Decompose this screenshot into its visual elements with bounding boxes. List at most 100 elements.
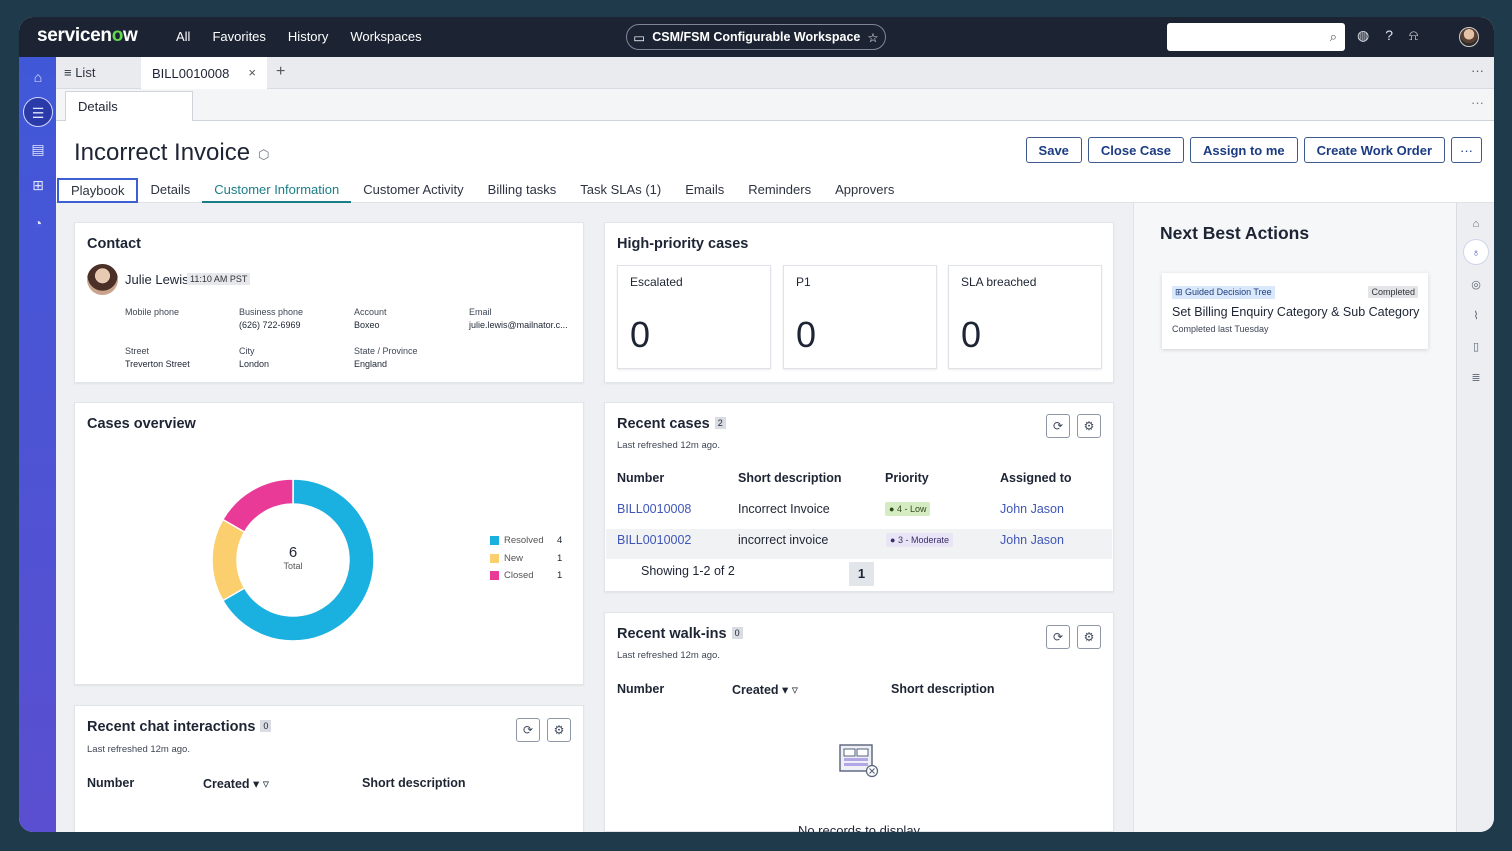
col-short-description[interactable]: Short description [362, 776, 466, 790]
field-business-phone: Business phone (626) 722-6969 [239, 307, 304, 330]
compass-icon[interactable]: ◎ [1471, 279, 1481, 291]
tab-playbook[interactable]: Playbook [57, 178, 139, 203]
search-input[interactable] [1173, 23, 1323, 49]
tree-icon[interactable]: ⊞ [32, 177, 44, 193]
tab-reminders[interactable]: Reminders [748, 182, 812, 197]
add-tab-icon[interactable]: + [276, 63, 286, 80]
col-number[interactable]: Number [617, 471, 665, 485]
settings-icon[interactable]: ⚙ [1077, 625, 1101, 649]
tag-icon[interactable]: ⬡ [258, 147, 270, 162]
case-description: incorrect invoice [738, 533, 829, 547]
close-icon[interactable]: × [248, 65, 256, 80]
donut-slice-new[interactable] [211, 518, 246, 602]
col-short-description[interactable]: Short description [738, 471, 842, 485]
case-number-link[interactable]: BILL0010008 [617, 502, 692, 516]
escalated-box[interactable]: Escalated 0 [617, 265, 771, 369]
app-window: servicenow All Favorites History Workspa… [19, 17, 1494, 832]
col-priority[interactable]: Priority [885, 471, 929, 485]
create-work-order-button[interactable]: Create Work Order [1303, 137, 1445, 163]
tab-approvers[interactable]: Approvers [835, 182, 895, 197]
empty-state-icon [839, 744, 879, 778]
tab-list[interactable]: ≡ List [64, 65, 95, 80]
tab-record[interactable]: BILL0010008 × [141, 57, 267, 89]
tab-customer-information[interactable]: Customer Information [202, 178, 352, 203]
donut-slice-resolved[interactable] [221, 478, 375, 642]
nba-card[interactable]: ⊞ Guided Decision Tree Completed Set Bil… [1162, 273, 1428, 349]
high-priority-card: High-priority cases Escalated 0 P1 0 SLA b… [604, 222, 1114, 383]
save-button[interactable]: Save [1025, 137, 1082, 163]
col-number[interactable]: Number [87, 776, 135, 790]
tab-customer-activity[interactable]: Customer Activity [363, 182, 464, 197]
servicenow-logo[interactable]: servicenow [37, 25, 138, 46]
refresh-icon[interactable]: ⟳ [1046, 414, 1070, 438]
list-icon[interactable]: ☰ [23, 97, 53, 127]
sort-desc-icon: ▾ [253, 777, 260, 791]
case-number-link[interactable]: BILL0010002 [617, 533, 692, 547]
settings-icon[interactable]: ⚙ [547, 718, 571, 742]
document-icon[interactable]: ▯ [1472, 341, 1480, 353]
globe-icon[interactable]: ◍ [1357, 27, 1370, 43]
col-created[interactable]: Created ▾ ▿ [203, 777, 270, 791]
nav-workspaces[interactable]: Workspaces [350, 29, 422, 44]
star-icon[interactable]: ☆ [867, 30, 879, 45]
help-icon[interactable]: ? [1385, 27, 1394, 43]
search-icon[interactable]: ⌕ [1329, 29, 1337, 44]
recent-chat-refreshed: Last refreshed 12m ago. [87, 744, 190, 755]
bell-icon[interactable]: ⍾ [1409, 27, 1419, 43]
nba-title: Set Billing Enquiry Category & Sub Categ… [1172, 305, 1420, 319]
legend-item-closed[interactable]: Closed 1 [490, 567, 562, 585]
col-short-description[interactable]: Short description [891, 682, 995, 696]
page-button[interactable]: 1 [849, 562, 874, 586]
settings-icon[interactable]: ⚙ [1077, 414, 1101, 438]
nav-favorites[interactable]: Favorites [212, 29, 266, 44]
refresh-icon[interactable]: ⟳ [516, 718, 540, 742]
filter-icon[interactable]: ▿ [791, 683, 799, 697]
tab-details[interactable]: Details [150, 182, 191, 197]
more-icon[interactable]: ··· [1471, 63, 1484, 78]
paperclip-icon[interactable]: ⌇ [1473, 310, 1479, 322]
top-icons: ◍ ? ⍾ [1357, 27, 1418, 44]
legend-item-resolved[interactable]: Resolved 4 [490, 532, 562, 550]
subtab-details[interactable]: Details [65, 91, 193, 122]
pagination-summary: Showing 1-2 of 2 [641, 564, 735, 578]
record-header: Incorrect Invoice ⬡ Save Close Case Assi… [56, 121, 1494, 203]
p1-value: 0 [796, 314, 817, 355]
nav-all[interactable]: All [176, 29, 191, 44]
nav-history[interactable]: History [287, 29, 329, 44]
refresh-icon[interactable]: ⟳ [1046, 625, 1070, 649]
table-row-highlight [606, 529, 1112, 559]
col-assigned-to[interactable]: Assigned to [1000, 471, 1072, 485]
more-actions-button[interactable]: ··· [1451, 137, 1482, 163]
empty-message: No records to display [797, 823, 921, 832]
lightbulb-icon[interactable]: ♁ [1463, 239, 1489, 265]
legend-swatch [490, 571, 499, 581]
tab-emails[interactable]: Emails [685, 182, 725, 197]
col-number[interactable]: Number [617, 682, 665, 696]
inbox-icon[interactable]: ▤ [31, 141, 45, 157]
assign-to-me-button[interactable]: Assign to me [1190, 137, 1298, 163]
sla-breached-box[interactable]: SLA breached 0 [948, 265, 1102, 369]
assigned-to-link[interactable]: John Jason [1000, 533, 1064, 547]
col-created[interactable]: Created ▾ ▿ [732, 683, 799, 697]
tab-billing-tasks[interactable]: Billing tasks [487, 182, 557, 197]
legend-item-new[interactable]: New 1 [490, 550, 562, 568]
list-icon[interactable]: ≣ [1471, 372, 1481, 384]
dashboard-icon[interactable]: ◔ [33, 215, 43, 231]
home-icon[interactable]: ⌂ [33, 69, 43, 85]
graduation-icon[interactable]: ⌂ [1472, 218, 1480, 230]
close-case-button[interactable]: Close Case [1087, 137, 1185, 163]
top-bar: servicenow All Favorites History Workspa… [19, 17, 1494, 57]
high-priority-heading: High-priority cases [617, 236, 749, 252]
cases-overview-heading: Cases overview [87, 416, 196, 432]
subtab-more-icon[interactable]: ··· [1471, 95, 1484, 110]
contact-name[interactable]: Julie Lewis [125, 272, 189, 287]
user-avatar[interactable] [1459, 27, 1479, 47]
p1-box[interactable]: P1 0 [783, 265, 937, 369]
tab-task-slas[interactable]: Task SLAs (1) [580, 182, 662, 197]
workspace-selector[interactable]: ▭ CSM/FSM Configurable Workspace ☆ [626, 24, 886, 50]
donut-slice-closed[interactable] [221, 478, 294, 534]
assigned-to-link[interactable]: John Jason [1000, 502, 1064, 516]
contact-heading: Contact [87, 236, 141, 252]
tab-strip: ≡ List BILL0010008 × + ··· [56, 57, 1494, 89]
filter-icon[interactable]: ▿ [262, 777, 270, 791]
